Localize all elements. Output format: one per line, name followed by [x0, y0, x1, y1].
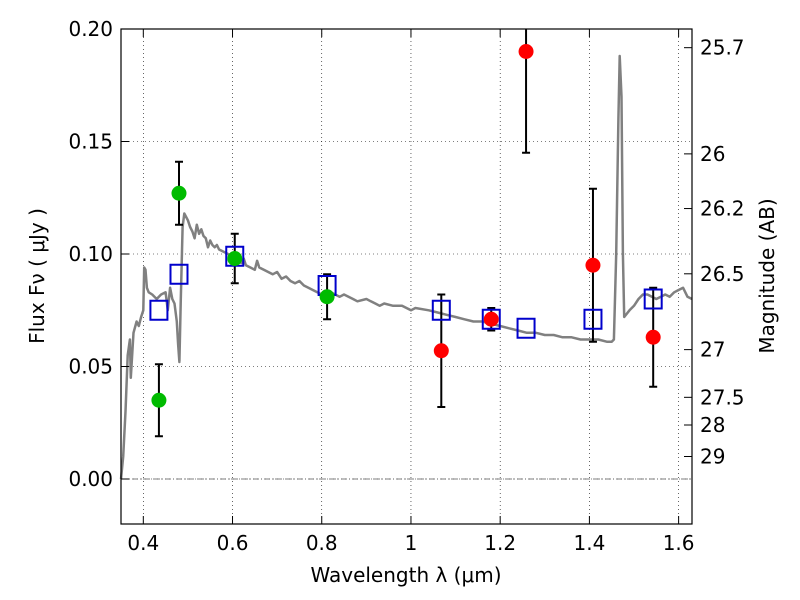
- model-photometry-square: [149, 299, 169, 321]
- photometry-point: [645, 329, 661, 345]
- axes-frame: [120, 28, 693, 525]
- photometry-point: [151, 392, 167, 408]
- ticks: 0.4 0.6 0.8 1 1.2 1.4 1.6 0.00 0.05 0.10 0.15 0.20 2…: [68, 17, 744, 555]
- y2-tick-label: 27: [700, 338, 725, 362]
- y2-tick-label: 25.7: [700, 36, 745, 60]
- y2-tick-label: 26.2: [700, 197, 745, 221]
- y-tick-label: 0.20: [68, 17, 113, 41]
- y2-tick-label: 26: [700, 142, 725, 166]
- y2-tick-label: 26.5: [700, 262, 745, 286]
- photometry-point: [518, 44, 534, 59]
- y2-tick-label: 28: [700, 413, 725, 437]
- photometry-point: [433, 343, 449, 359]
- photometry-point: [227, 251, 243, 266]
- y-tick-label: 0.05: [68, 355, 113, 379]
- data-layer: [119, 29, 693, 480]
- model-photometry-square: [169, 263, 189, 285]
- x-tick-label: 0.6: [217, 531, 249, 555]
- grid: [121, 28, 692, 524]
- x-tick-label: 0.4: [127, 531, 159, 555]
- model-photometry-square: [516, 317, 536, 339]
- model-spectrum-line: [119, 54, 693, 480]
- x-tick-label: 1.6: [663, 531, 695, 555]
- x-tick-label: 1: [405, 531, 418, 555]
- y2-tick-label: 29: [700, 445, 725, 469]
- model-photometry-square: [481, 308, 501, 330]
- x-tick-label: 1.4: [573, 531, 605, 555]
- y2-tick-label: 27.5: [700, 385, 745, 409]
- y-axis-label: Flux Fν ( μJy ): [25, 208, 49, 344]
- y-tick-label: 0.10: [68, 242, 113, 266]
- y-tick-label: 0.00: [68, 467, 113, 491]
- secondary-y-axis-label: Magnitude (AB): [755, 198, 779, 353]
- x-tick-label: 1.2: [484, 531, 516, 555]
- x-tick-label: 0.8: [306, 531, 338, 555]
- x-axis-label: Wavelength λ (μm): [310, 563, 501, 587]
- model-photometry-square: [643, 288, 663, 310]
- model-photometry-square: [583, 308, 603, 330]
- model-photometry-square: [431, 299, 451, 321]
- photometry-point: [483, 311, 499, 327]
- plot-frame: [120, 28, 693, 525]
- photometry-point: [319, 289, 335, 305]
- photometry-point: [171, 185, 187, 201]
- photometry-point: [585, 257, 601, 273]
- y-tick-label: 0.15: [68, 130, 113, 154]
